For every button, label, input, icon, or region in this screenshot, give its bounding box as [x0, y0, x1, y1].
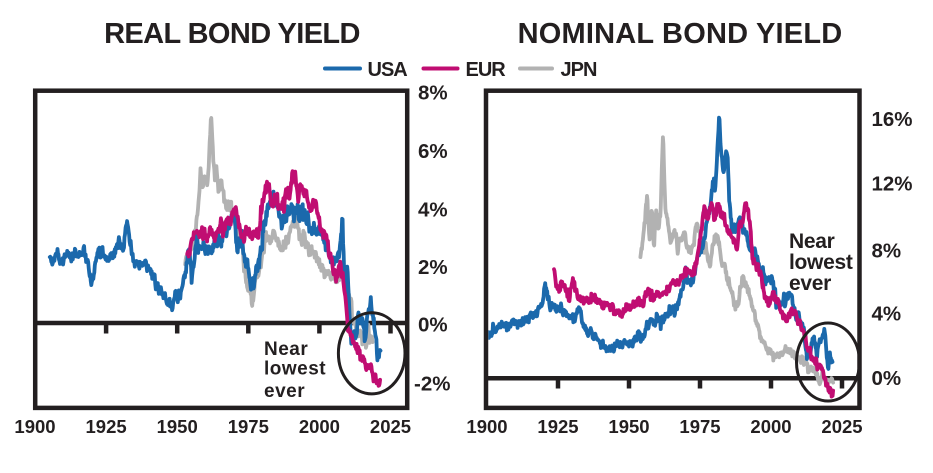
svg-text:1900: 1900 [14, 416, 55, 437]
svg-text:2000: 2000 [299, 416, 340, 437]
svg-text:2000: 2000 [750, 416, 791, 437]
svg-text:6%: 6% [418, 140, 448, 163]
svg-text:4%: 4% [872, 303, 902, 326]
svg-text:1950: 1950 [608, 416, 649, 437]
svg-text:4%: 4% [418, 198, 448, 221]
svg-text:EUR: EUR [466, 59, 507, 81]
svg-text:NOMINAL BOND YIELD: NOMINAL BOND YIELD [518, 18, 843, 50]
svg-text:ever: ever [789, 272, 831, 295]
svg-text:1925: 1925 [86, 416, 127, 437]
svg-text:Near: Near [264, 339, 308, 360]
svg-text:8%: 8% [418, 81, 448, 104]
svg-text:JPN: JPN [561, 59, 597, 81]
svg-text:1950: 1950 [157, 416, 198, 437]
svg-text:2025: 2025 [821, 416, 862, 437]
svg-text:1975: 1975 [228, 416, 269, 437]
svg-text:1925: 1925 [537, 416, 578, 437]
svg-text:0%: 0% [418, 313, 448, 336]
svg-text:16%: 16% [872, 108, 913, 131]
svg-text:lowest: lowest [264, 359, 326, 380]
svg-text:USA: USA [368, 59, 408, 81]
svg-text:ever: ever [264, 381, 305, 402]
svg-text:REAL BOND YIELD: REAL BOND YIELD [104, 18, 360, 50]
svg-text:1900: 1900 [466, 416, 507, 437]
svg-text:lowest: lowest [789, 251, 853, 274]
svg-text:2025: 2025 [370, 416, 411, 437]
svg-text:8%: 8% [872, 240, 902, 263]
svg-text:Near: Near [789, 230, 835, 253]
svg-text:-2%: -2% [414, 372, 450, 395]
svg-text:12%: 12% [872, 173, 913, 196]
svg-text:2%: 2% [418, 256, 448, 279]
svg-text:0%: 0% [872, 367, 902, 390]
svg-text:1975: 1975 [679, 416, 720, 437]
